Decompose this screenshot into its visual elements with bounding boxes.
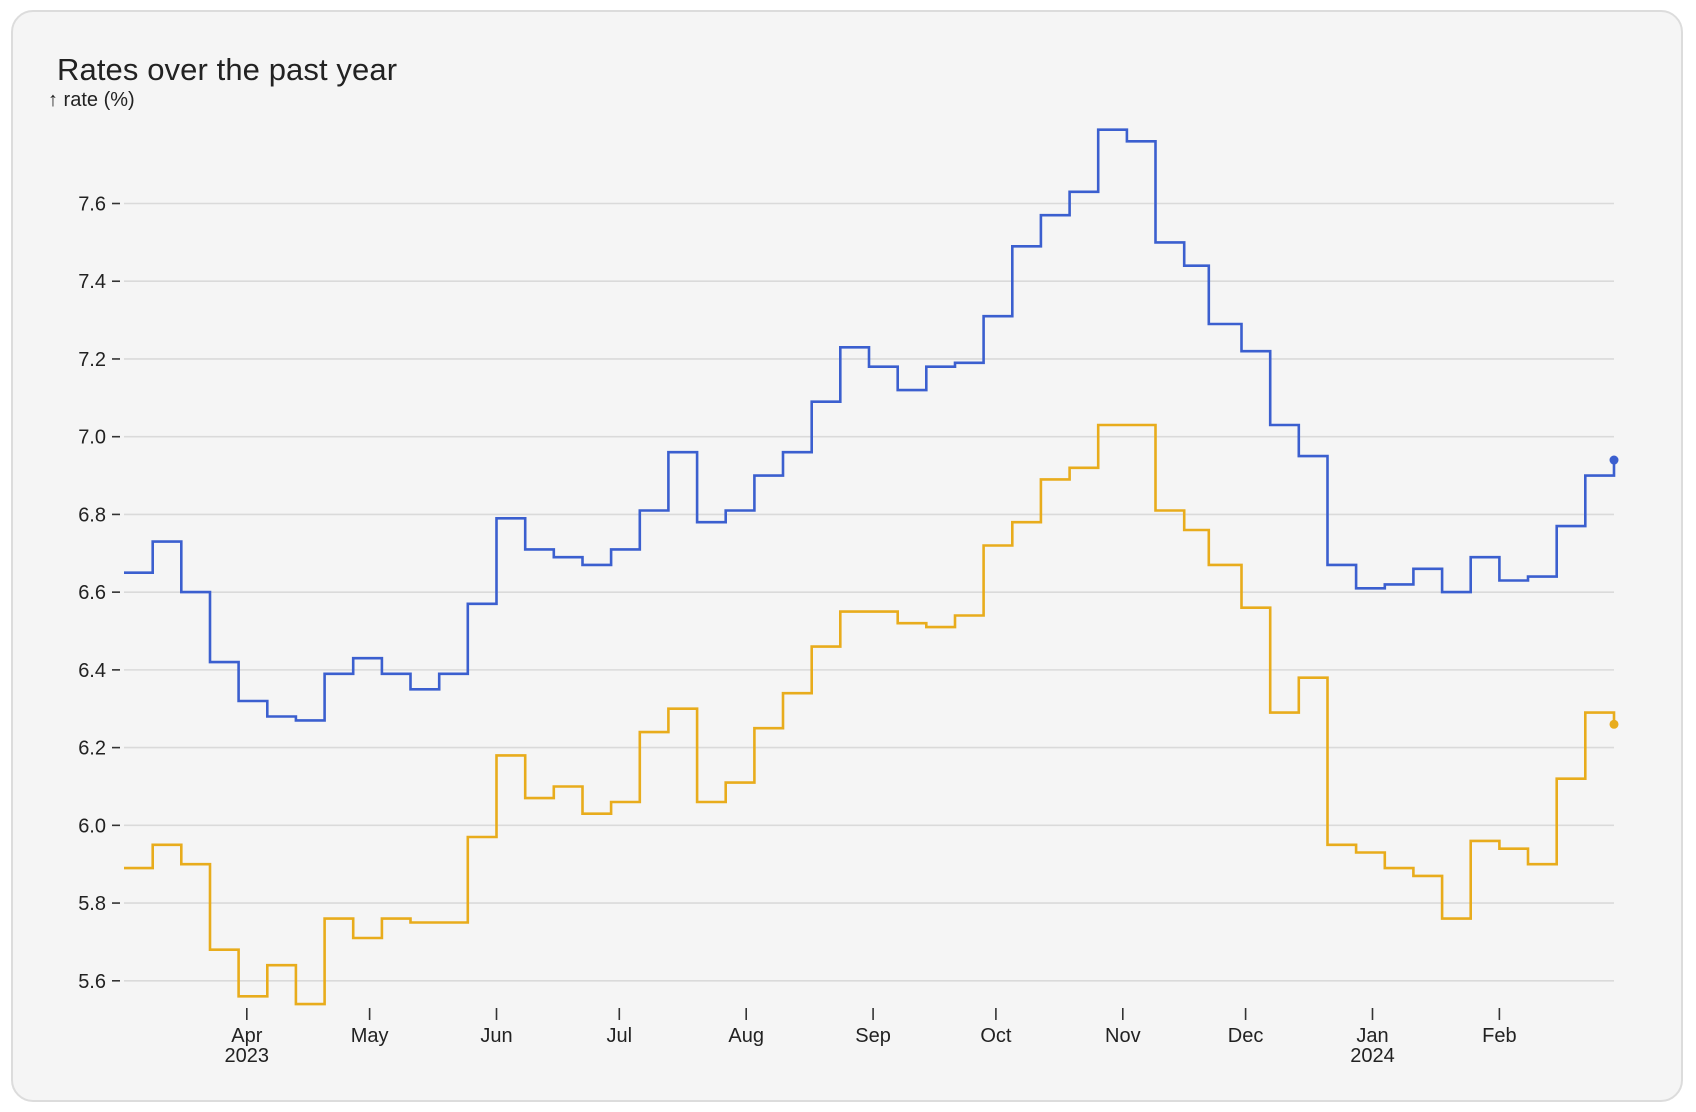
y-tick-label: 7.4	[78, 271, 106, 293]
chart-card: Rates over the past year	[11, 10, 1683, 1102]
x-tick-label: Dec	[1228, 1025, 1264, 1047]
x-tick-label: Sep	[855, 1025, 891, 1047]
y-tick-label: 6.6	[78, 582, 106, 604]
y-tick-label: 6.4	[78, 660, 106, 682]
x-tick-label: Oct	[980, 1025, 1012, 1047]
x-tick-label: Aug	[728, 1025, 764, 1047]
y-tick-label: 7.6	[78, 194, 106, 216]
x-tick-label: Nov	[1105, 1025, 1141, 1047]
series-end-point-2	[1609, 719, 1619, 729]
gridlines	[124, 202, 1614, 982]
series-end-point-1	[1609, 455, 1619, 465]
y-tick-label: 5.8	[78, 893, 106, 915]
x-tick-year-label: 2023	[225, 1045, 270, 1067]
series-lines	[124, 128, 1619, 1006]
y-axis-label: ↑ rate (%)	[48, 89, 135, 111]
x-tick-label: Apr	[231, 1025, 262, 1047]
chart-title: Rates over the past year	[57, 52, 398, 87]
y-tick-label: 7.2	[78, 349, 106, 371]
x-tick-year-label: 2024	[1350, 1045, 1395, 1067]
y-tick-label: 5.6	[78, 971, 106, 993]
y-tick-label: 7.0	[78, 427, 106, 449]
series-line-1	[124, 128, 1616, 722]
y-axis: 5.6 5.8 6.0 6.2 6.4 6.6 6.8 7.0 7.2 7.4 7.6	[78, 194, 120, 993]
y-tick-label: 6.2	[78, 738, 106, 760]
x-tick-label: Jun	[480, 1025, 512, 1047]
y-tick-label: 6.0	[78, 815, 106, 837]
x-tick-label: Jan	[1356, 1025, 1388, 1047]
x-tick-label: Feb	[1482, 1025, 1516, 1047]
y-tick-label: 6.8	[78, 504, 106, 526]
series-line-2	[124, 423, 1616, 1006]
x-tick-label: May	[351, 1025, 389, 1047]
x-tick-label: Jul	[607, 1025, 633, 1047]
